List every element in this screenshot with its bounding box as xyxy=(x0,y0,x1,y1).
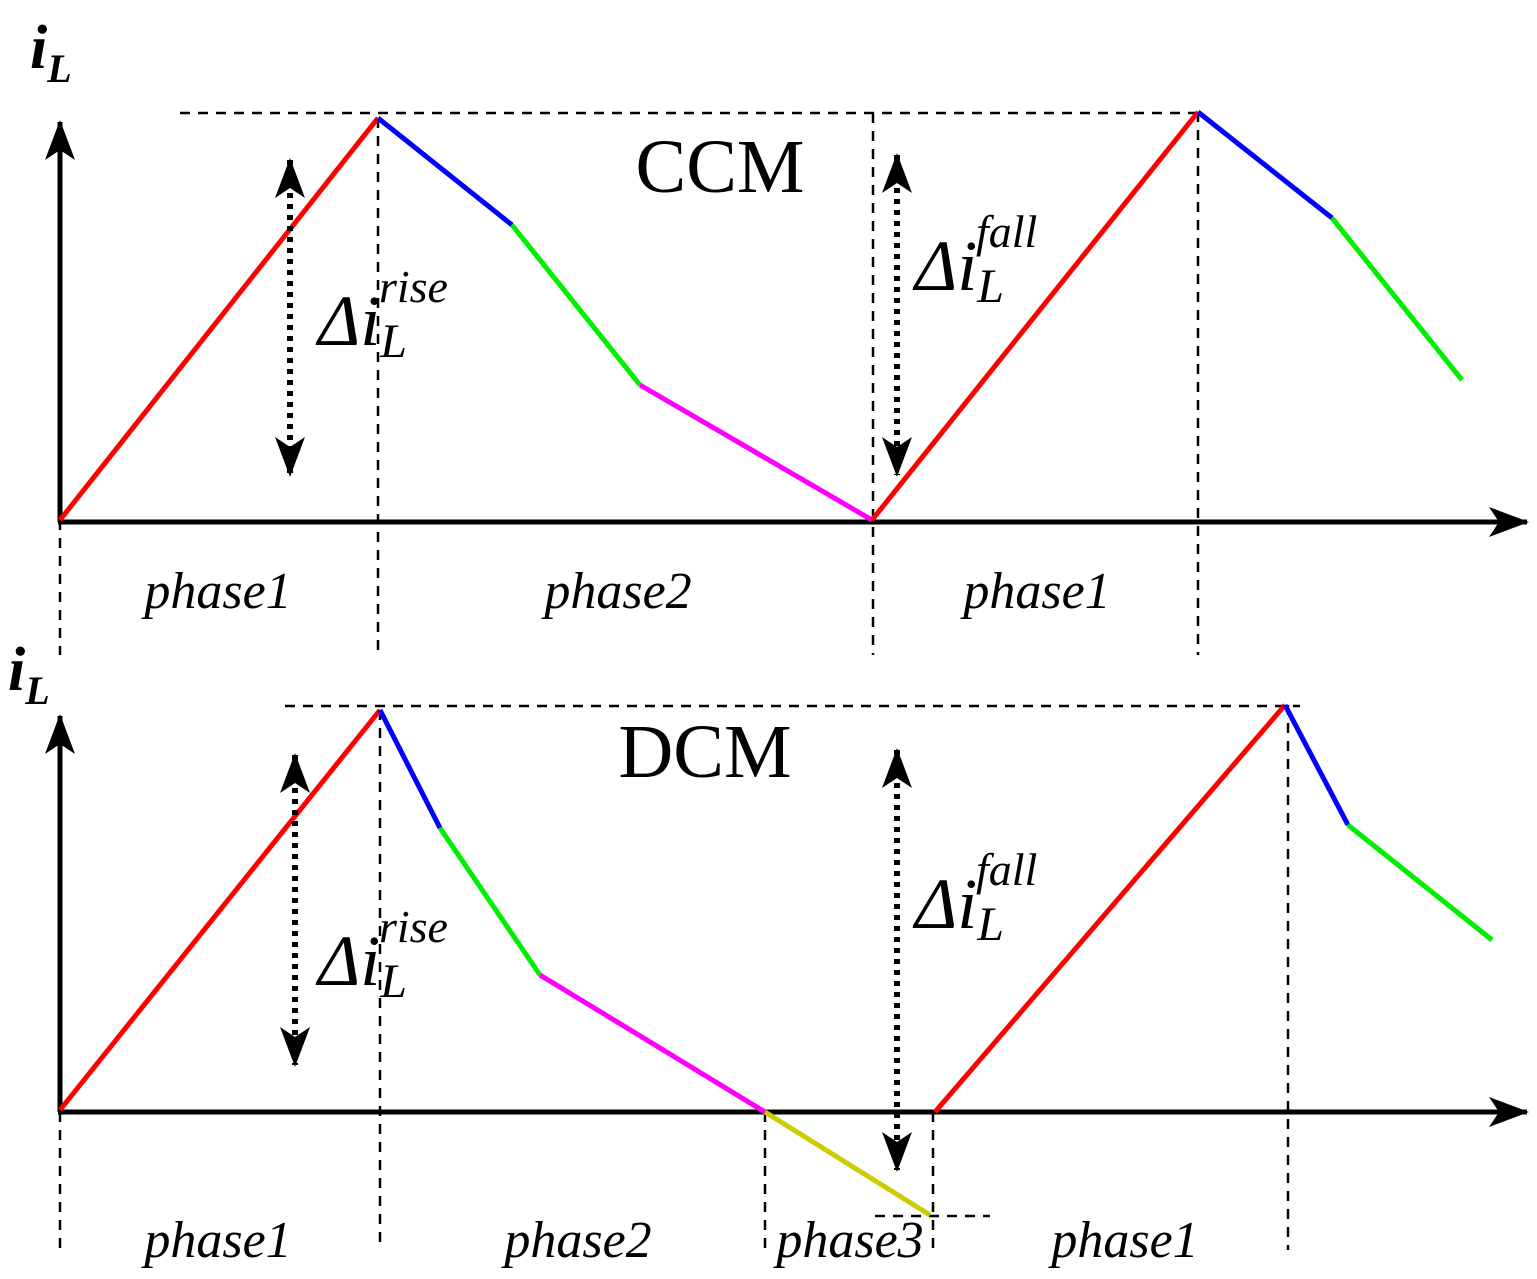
delta-sup: rise xyxy=(379,901,448,952)
fall-2 xyxy=(1346,823,1494,942)
dcm-panel: iL DCM ΔiLrise ΔiLfall phase1 phase2 pha… xyxy=(8,636,1529,1269)
phase-label: phase1 xyxy=(140,1212,291,1269)
delta-rise: ΔiLrise xyxy=(315,261,448,368)
fall-2 xyxy=(510,223,642,387)
rise xyxy=(58,116,380,522)
delta-base: Δi xyxy=(912,864,977,944)
delta-sub: L xyxy=(379,315,407,368)
phase-label: phase1 xyxy=(1047,1212,1198,1269)
fall-1 xyxy=(376,116,514,227)
delta-sub: L xyxy=(379,955,407,1008)
phase-label: phase1 xyxy=(140,563,291,620)
phase-label: phase3 xyxy=(772,1212,923,1269)
delta-base: Δi xyxy=(315,921,380,1001)
fall-2 xyxy=(1330,216,1464,382)
fall-1 xyxy=(377,708,443,830)
phase-label: phase1 xyxy=(959,563,1110,620)
rise xyxy=(933,703,1287,1114)
fall-1 xyxy=(1196,110,1334,220)
delta-sup: rise xyxy=(379,261,448,312)
fall-3 xyxy=(538,972,767,1115)
phase-label: phase2 xyxy=(540,563,691,620)
mode-label: CCM xyxy=(636,125,805,209)
y-label: iL xyxy=(30,14,72,91)
fall-3 xyxy=(638,382,874,523)
label-base: i xyxy=(8,636,25,704)
ccm-panel: iL CCM ΔiLrise ΔiLfall phase1 phase2 pha… xyxy=(30,14,1529,655)
delta-base: Δi xyxy=(315,281,380,361)
label-sub: L xyxy=(24,668,49,713)
delta-sup: fall xyxy=(976,206,1037,257)
rise xyxy=(870,110,1200,522)
fall-4 xyxy=(763,1109,932,1218)
mode-label: DCM xyxy=(618,710,791,794)
delta-sup: fall xyxy=(976,844,1037,895)
label-sub: L xyxy=(46,46,71,91)
delta-fall: ΔiLfall xyxy=(912,844,1037,951)
delta-base: Δi xyxy=(912,226,977,306)
rise xyxy=(58,708,382,1112)
delta-rise: ΔiLrise xyxy=(315,901,448,1008)
delta-sub: L xyxy=(976,898,1004,951)
phase-label: phase2 xyxy=(500,1212,651,1269)
delta-fall: ΔiLfall xyxy=(912,206,1037,313)
fall-1 xyxy=(1282,703,1351,827)
delta-sub: L xyxy=(976,260,1004,313)
y-label: iL xyxy=(8,636,50,713)
label-base: i xyxy=(30,14,47,82)
fall-2 xyxy=(437,826,543,977)
